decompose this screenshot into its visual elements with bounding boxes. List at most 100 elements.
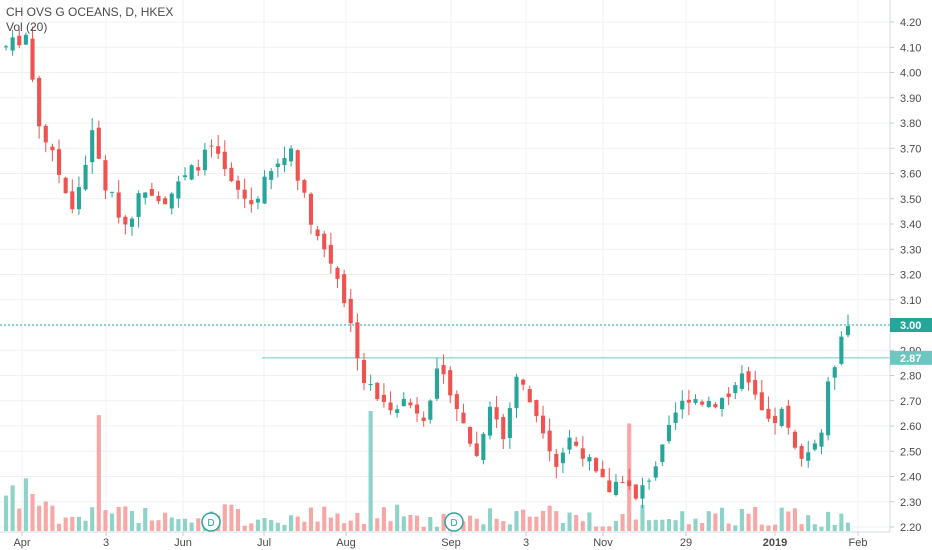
candle-body <box>700 401 705 405</box>
volume-bar <box>633 519 638 531</box>
candle-body <box>83 164 88 190</box>
candle-body <box>189 165 194 180</box>
candle-body <box>156 195 161 202</box>
volume-bar <box>845 522 851 531</box>
volume-bars <box>3 411 851 531</box>
price-badge: 3.00 <box>890 318 932 332</box>
candle-body <box>507 408 512 438</box>
candle-body <box>713 404 718 408</box>
volume-bar <box>461 521 466 531</box>
candle-body <box>275 163 280 167</box>
candle-body <box>3 46 9 48</box>
volume-bar <box>494 518 499 531</box>
candle-body <box>282 157 287 166</box>
volume-bar <box>792 508 798 531</box>
candle-body <box>759 392 764 411</box>
candle-body <box>421 417 426 421</box>
x-tick-label: Jun <box>174 537 192 549</box>
volume-bar <box>594 526 599 531</box>
y-tick-label: 4.00 <box>900 68 921 80</box>
volume-bar <box>149 520 154 531</box>
candle-body <box>521 379 526 385</box>
volume-bar <box>514 511 519 531</box>
candle-body <box>388 402 393 411</box>
x-tick-label: Apr <box>13 537 30 549</box>
volume-bar <box>547 505 552 531</box>
volume-bar <box>37 505 42 531</box>
candle-body <box>169 193 174 209</box>
dividend-marker[interactable]: D <box>444 512 464 532</box>
candle-body <box>819 432 824 447</box>
candle-body <box>269 171 274 180</box>
volume-bar <box>574 515 579 531</box>
candle-body <box>129 218 135 227</box>
candle-body <box>680 400 685 410</box>
volume-bar <box>17 508 22 531</box>
candle-body <box>494 407 499 420</box>
volume-bar <box>640 504 645 531</box>
volume-bar <box>76 516 81 531</box>
volume-bar <box>474 518 479 531</box>
candle-body <box>547 430 552 452</box>
dividend-marker-label: D <box>450 518 457 529</box>
volume-bar <box>666 519 672 531</box>
candle-body <box>76 187 81 210</box>
volume-bar <box>839 513 844 531</box>
volume-bar <box>123 506 128 531</box>
candle-body <box>123 216 128 225</box>
y-tick-label: 3.70 <box>900 143 921 155</box>
volume-bar <box>554 511 559 531</box>
candle-body <box>839 336 844 364</box>
candle-body <box>395 409 400 413</box>
dividend-marker[interactable]: D <box>201 512 221 532</box>
volume-bar <box>235 509 241 531</box>
volume-bar <box>388 521 393 531</box>
y-tick-label: 2.80 <box>900 371 921 383</box>
volume-bar <box>90 507 95 531</box>
candle-body <box>315 229 320 237</box>
candle-body <box>792 431 798 448</box>
y-tick-label: 2.60 <box>900 421 921 433</box>
candle-body <box>342 274 347 304</box>
volume-bar <box>189 522 194 531</box>
candle-body <box>779 408 784 426</box>
candle-body <box>70 191 75 210</box>
volume-bar <box>799 524 804 531</box>
volume-bar <box>229 504 234 531</box>
volume-bar <box>3 495 9 531</box>
candle-body <box>461 412 466 424</box>
volume-bar <box>434 526 440 531</box>
volume-bar <box>653 519 658 531</box>
candle-body <box>262 176 267 204</box>
candle-body <box>587 457 592 462</box>
volume-bar <box>507 524 512 531</box>
candle-body <box>229 167 234 182</box>
candle-body <box>368 384 373 386</box>
candle-body <box>10 37 15 51</box>
volume-bar <box>96 415 101 531</box>
volume-bar <box>686 524 691 531</box>
candle-body <box>23 34 28 45</box>
candle-body <box>666 424 672 442</box>
volume-bar <box>222 504 227 531</box>
candle-body <box>647 480 652 482</box>
candle-body <box>381 394 386 402</box>
candle-body <box>653 466 658 478</box>
volume-bar <box>295 516 300 531</box>
candle-body <box>434 368 440 399</box>
volume-bar <box>719 507 725 531</box>
volume-bar <box>819 526 824 531</box>
volume-bar <box>580 521 585 531</box>
volume-bar <box>169 517 174 531</box>
volume-bar <box>481 524 486 531</box>
candle-body <box>620 482 625 484</box>
candle-body <box>567 437 572 450</box>
candle-body <box>414 404 420 414</box>
volume-bar <box>83 520 88 531</box>
volume-bar <box>375 518 380 531</box>
volume-bar <box>129 510 135 531</box>
x-tick-label: 2019 <box>763 537 787 549</box>
volume-bar <box>527 516 532 531</box>
volume-bar <box>56 523 62 531</box>
